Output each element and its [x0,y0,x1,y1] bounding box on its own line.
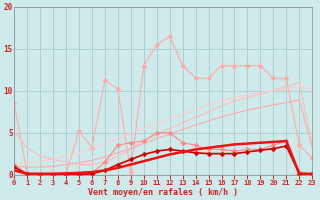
X-axis label: Vent moyen/en rafales ( km/h ): Vent moyen/en rafales ( km/h ) [88,188,238,197]
